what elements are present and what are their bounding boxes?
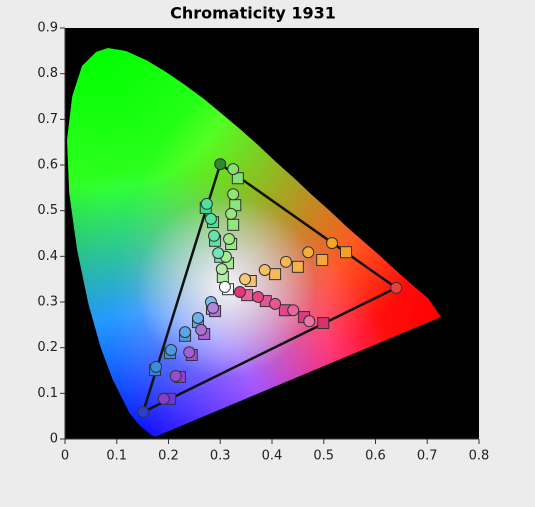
measured-point xyxy=(207,301,220,314)
measured-point xyxy=(137,406,150,419)
measured-point xyxy=(195,323,208,336)
x-tick-label: 0.1 xyxy=(106,449,127,464)
x-tick-label: 0.8 xyxy=(469,449,490,464)
measured-point xyxy=(179,326,192,339)
gamut-triangle xyxy=(141,162,399,415)
target-square xyxy=(317,317,330,330)
measured-point xyxy=(204,212,217,225)
target-square xyxy=(227,218,240,231)
measured-point xyxy=(212,247,225,260)
measured-point xyxy=(208,229,221,242)
measured-point xyxy=(239,273,252,286)
measured-point xyxy=(390,281,403,294)
target-square xyxy=(340,246,353,259)
y-tick-label: 0.8 xyxy=(37,66,58,81)
x-tick-label: 0.6 xyxy=(365,449,386,464)
x-tick-label: 0.2 xyxy=(158,449,179,464)
measured-point xyxy=(279,255,292,268)
measured-point xyxy=(252,290,265,303)
chart-title: Chromaticity 1931 xyxy=(170,4,336,23)
y-tick-label: 0.3 xyxy=(37,295,58,310)
y-tick-label: 0.9 xyxy=(37,21,58,36)
measured-point xyxy=(150,360,163,373)
target-square xyxy=(291,260,304,273)
measured-point xyxy=(214,158,227,171)
measured-point xyxy=(215,263,228,276)
measured-point xyxy=(326,237,339,250)
y-tick-label: 0.2 xyxy=(37,340,58,355)
y-tick-label: 0.7 xyxy=(37,112,58,127)
measured-point xyxy=(165,343,178,356)
y-tick-label: 0.5 xyxy=(37,203,58,218)
measured-point xyxy=(225,207,238,220)
x-tick-label: 0.4 xyxy=(262,449,283,464)
target-square xyxy=(269,268,282,281)
target-square xyxy=(316,253,329,266)
y-tick-label: 0.4 xyxy=(37,249,58,264)
x-tick-label: 0.3 xyxy=(210,449,231,464)
x-tick-label: 0.7 xyxy=(417,449,438,464)
measured-point xyxy=(258,264,271,277)
measured-point xyxy=(183,346,196,359)
measured-point xyxy=(223,232,236,245)
y-tick-label: 0 xyxy=(50,432,58,447)
measured-point xyxy=(269,297,282,310)
y-tick-label: 0.1 xyxy=(37,386,58,401)
measured-point xyxy=(169,369,182,382)
measured-point xyxy=(302,246,315,259)
measured-point xyxy=(227,163,240,176)
measured-point xyxy=(287,304,300,317)
measured-point xyxy=(227,188,240,201)
x-tick-label: 0.5 xyxy=(313,449,334,464)
measured-point xyxy=(200,197,213,210)
measured-point xyxy=(233,285,246,298)
y-tick-label: 0.6 xyxy=(37,158,58,173)
measured-point xyxy=(218,280,231,293)
measured-point xyxy=(191,311,204,324)
x-tick-label: 0 xyxy=(61,449,69,464)
measured-point xyxy=(303,315,316,328)
measured-point xyxy=(157,392,170,405)
